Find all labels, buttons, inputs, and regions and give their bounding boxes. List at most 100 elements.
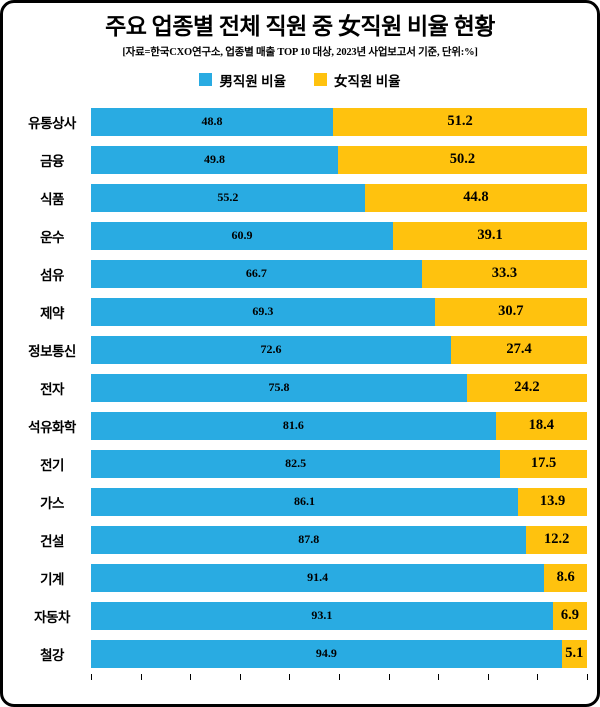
bar-track: 94.9 5.1 [91, 639, 587, 668]
male-value-label: 94.9 [315, 646, 337, 661]
male-legend-swatch [199, 73, 213, 87]
x-axis-tick [289, 673, 291, 680]
male-value-label: 55.2 [217, 190, 239, 205]
female-value-label: 6.9 [560, 607, 579, 624]
bar-row: 전자 75.8 24.2 [13, 369, 587, 407]
category-label: 정보통신 [28, 343, 76, 359]
male-value-label: 66.7 [245, 266, 267, 281]
male-value-label: 91.4 [307, 570, 329, 585]
female-value-label: 33.3 [491, 265, 518, 282]
legend-label-male: 男직원 비율 [219, 73, 286, 89]
female-bar-segment: 44.8 [364, 183, 587, 212]
male-bar-segment: 60.9 [91, 221, 394, 250]
male-bar-segment: 87.8 [91, 525, 527, 554]
female-bar-segment: 30.7 [434, 297, 587, 326]
bar-row: 철강 94.9 5.1 [13, 635, 587, 673]
bar-row: 유통상사 48.8 51.2 [13, 103, 587, 141]
category-label: 철강 [40, 647, 64, 663]
category-label: 전자 [40, 381, 64, 397]
category-label: 가스 [40, 495, 64, 511]
bar-row: 금융 49.8 50.2 [13, 141, 587, 179]
female-bar-segment: 17.5 [500, 449, 587, 478]
bar-track: 69.3 30.7 [91, 297, 587, 326]
x-axis-tick [487, 673, 489, 680]
x-axis-tick [339, 673, 340, 680]
male-bar-segment: 55.2 [91, 183, 365, 212]
male-bar-segment: 86.1 [91, 487, 519, 516]
bar-row: 석유화학 81.6 18.4 [13, 407, 587, 445]
x-axis-tick [190, 673, 192, 680]
female-value-label: 50.2 [449, 151, 476, 168]
female-value-label: 12.2 [544, 531, 570, 548]
bar-row: 자동차 93.1 6.9 [13, 597, 587, 635]
female-value-label: 39.1 [477, 227, 503, 244]
legend-item-male: 男직원 비율 [199, 70, 286, 90]
bar-track: 86.1 13.9 [91, 487, 587, 516]
female-bar-segment: 50.2 [338, 145, 587, 174]
male-value-label: 93.1 [311, 608, 333, 623]
chart-title: 주요 업종별 전체 직원 중 女직원 비율 현황 [105, 14, 495, 39]
category-label: 식품 [40, 191, 64, 207]
legend: 男직원 비율 女직원 비율 [13, 70, 587, 90]
male-bar-segment: 66.7 [91, 259, 422, 288]
male-bar-segment: 91.4 [91, 563, 545, 592]
female-value-label: 24.2 [514, 379, 540, 396]
female-bar-segment: 27.4 [451, 335, 587, 364]
x-axis-tick [91, 673, 92, 680]
bar-track: 87.8 12.2 [91, 525, 587, 554]
male-value-label: 75.8 [268, 380, 290, 395]
chart-subtitle: [자료=한국CXO연구소, 업종별 매출 TOP 10 대상, 2023년 사업… [122, 46, 478, 58]
female-legend-swatch [314, 73, 327, 87]
male-bar-segment: 48.8 [91, 107, 334, 136]
female-bar-segment: 51.2 [333, 107, 587, 136]
male-value-label: 87.8 [298, 532, 320, 547]
female-value-label: 27.4 [506, 341, 532, 358]
category-label: 기계 [40, 571, 64, 587]
male-value-label: 69.3 [252, 304, 274, 319]
bar-track: 72.6 27.4 [91, 335, 587, 364]
bar-track: 66.7 33.3 [91, 259, 587, 288]
male-value-label: 82.5 [285, 456, 307, 471]
category-label: 자동차 [34, 609, 70, 625]
female-value-label: 18.4 [528, 417, 555, 434]
bar-row: 운수 60.9 39.1 [13, 217, 587, 255]
category-label: 운수 [40, 229, 64, 245]
male-bar-segment: 69.3 [91, 297, 435, 326]
bar-row: 식품 55.2 44.8 [13, 179, 587, 217]
x-axis-tick [239, 673, 241, 680]
bar-track: 93.1 6.9 [91, 601, 587, 630]
female-value-label: 8.6 [556, 569, 575, 586]
male-bar-segment: 94.9 [91, 639, 562, 668]
legend-item-female: 女직원 비율 [314, 70, 401, 90]
bar-track: 55.2 44.8 [91, 183, 587, 212]
male-bar-segment: 75.8 [91, 373, 467, 402]
male-value-label: 49.8 [204, 152, 225, 167]
female-bar-segment: 24.2 [466, 373, 587, 402]
bar-row: 가스 86.1 13.9 [13, 483, 587, 521]
x-axis-ticks [91, 673, 588, 683]
male-value-label: 60.9 [231, 228, 253, 243]
female-bar-segment: 12.2 [526, 525, 587, 554]
female-value-label: 30.7 [498, 303, 524, 320]
bar-track: 49.8 50.2 [91, 145, 587, 174]
male-bar-segment: 81.6 [91, 411, 496, 440]
male-bar-segment: 93.1 [91, 601, 553, 630]
x-axis-tick [388, 673, 390, 680]
bar-row: 제약 69.3 30.7 [13, 293, 587, 331]
female-bar-segment: 39.1 [393, 221, 587, 250]
bar-row: 정보통신 72.6 27.4 [13, 331, 587, 369]
bar-row: 전기 82.5 17.5 [13, 445, 587, 483]
male-bar-segment: 49.8 [91, 145, 338, 174]
bar-track: 48.8 51.2 [91, 107, 587, 136]
female-bar-segment: 5.1 [561, 639, 587, 668]
category-label: 금융 [40, 153, 64, 169]
male-bar-segment: 82.5 [91, 449, 501, 478]
bar-track: 82.5 17.5 [91, 449, 587, 478]
bar-track: 81.6 18.4 [91, 411, 587, 440]
legend-label-female: 女직원 비율 [334, 73, 401, 89]
category-label: 제약 [40, 305, 64, 321]
x-axis-tick [438, 673, 440, 680]
female-bar-segment: 13.9 [518, 487, 587, 516]
category-label: 유통상사 [28, 115, 76, 131]
